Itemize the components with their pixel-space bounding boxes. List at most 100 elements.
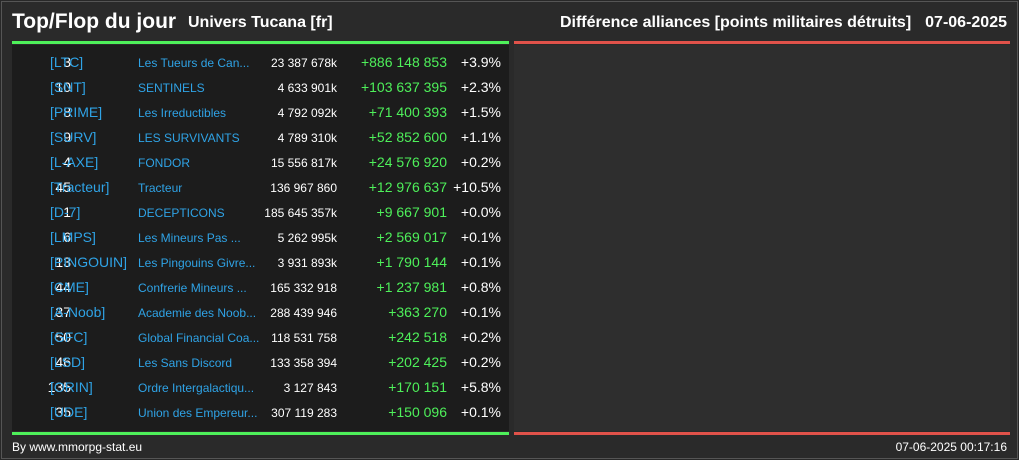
alliance-tag-link[interactable]: [SNT] [50,79,86,95]
table-row: 135 [ORIN] Ordre Intergalactiqu... 3 127 84… [12,374,509,399]
alliance-rank: 10 [55,79,71,95]
alliance-name-link[interactable]: LES SURVIVANTS [138,131,240,145]
alliance-name-link[interactable]: Union des Empereur... [138,406,258,420]
percent-change: +0.1% [460,304,501,320]
alliance-name-link[interactable]: Les Mineurs Pas ... [138,231,241,245]
percent-change: +0.8% [460,279,501,295]
alliance-name-link[interactable]: Ordre Intergalactiqu... [138,381,255,395]
alliance-name-link[interactable]: Les Sans Discord [138,356,233,370]
alliance-points: 5 262 995k [277,231,337,245]
alliance-name-link[interactable]: FONDOR [138,156,190,170]
alliance-tag-link[interactable]: [LTC] [50,54,84,70]
table-row: 45 [Tracteur] Tracteur 136 967 860 +12 976 6… [12,174,509,199]
points-diff: +886 148 853 [360,54,447,70]
table-row: 3 [LTC] Les Tueurs de Can... 23 387 678k +88… [12,49,509,74]
points-diff: +202 425 [388,354,447,370]
alliance-points: 15 556 817k [270,156,337,170]
percent-change: +1.1% [460,129,501,145]
points-diff: +24 576 920 [368,154,447,170]
table-row: 8 [PRIME] Les Irreductibles 4 792 092k +71 4… [12,99,509,124]
points-diff: +52 852 600 [368,129,447,145]
alliance-rank: 9 [63,129,71,145]
table-row: 10 [SNT] SENTINELS 4 633 901k +103 637 395 +2… [12,74,509,99]
percent-change: +0.2% [460,154,501,170]
points-diff: +363 270 [388,304,447,320]
points-diff: +1 237 981 [376,279,447,295]
alliance-rank: 8 [63,104,71,120]
points-diff: +150 096 [388,404,447,420]
alliance-points: 3 127 843 [283,381,337,395]
top-list: 3 [LTC] Les Tueurs de Can... 23 387 678k +88… [12,45,509,431]
alliance-rank: 46 [55,354,71,370]
points-diff: +103 637 395 [360,79,447,95]
points-diff: +242 518 [388,329,447,345]
table-row: 37 [A-Noob] Academie des Noob... 288 439 94… [12,299,509,324]
percent-change: +0.1% [460,404,501,420]
alliance-name-link[interactable]: Global Financial Coa... [138,331,260,345]
percent-change: +5.8% [460,379,501,395]
alliance-tag-link[interactable]: [D-7] [50,204,81,220]
alliance-tag-link[interactable]: [L-AXE] [50,154,99,170]
alliance-name-link[interactable]: Les Tueurs de Can... [138,56,250,70]
alliance-rank: 4 [63,154,71,170]
alliance-tag-link[interactable]: [CME] [50,279,89,295]
alliance-name-link[interactable]: SENTINELS [138,81,205,95]
alliance-name-link[interactable]: DECEPTICONS [138,206,225,220]
table-row: 50 [GFC] Global Financial Coa... 118 531 75… [12,324,509,349]
alliance-name-link[interactable]: Les Irreductibles [138,106,227,120]
alliance-points: 118 531 758 [271,331,337,345]
percent-change: +0.2% [460,329,501,345]
alliance-points: 307 119 283 [271,406,337,420]
alliance-tag-link[interactable]: [LSD] [50,354,86,370]
percent-change: +0.1% [460,229,501,245]
alliance-rank: 35 [55,404,71,420]
alliance-points: 288 439 946 [270,306,337,320]
alliance-tag-link[interactable]: [SURV] [50,129,97,145]
alliance-name-link[interactable]: Les Pingouins Givre... [138,256,256,270]
alliance-tag-link[interactable]: [GFC] [50,329,88,345]
alliance-points: 3 931 893k [277,256,337,270]
alliance-name-link[interactable]: Confrerie Mineurs ... [138,281,247,295]
alliance-tag-link[interactable]: [LMPS] [50,229,96,245]
alliance-rank: 45 [55,179,71,195]
table-row: 9 [SURV] LES SURVIVANTS 4 789 310k +52 852 6… [12,124,509,149]
table-row: 44 [CME] Confrerie Mineurs ... 165 332 918 +… [12,274,509,299]
table-row: 1 [D-7] DECEPTICONS 185 645 357k +9 667 901 +… [12,199,509,224]
page-title: Top/Flop du jour [12,10,177,33]
percent-change: +2.3% [460,79,501,95]
alliance-tag-link[interactable]: [UDE] [50,404,88,420]
flop-list [514,45,1010,431]
alliance-points: 4 633 901k [277,81,337,95]
alliance-tag-link[interactable]: [PRIME] [50,104,103,120]
alliance-points: 165 332 918 [270,281,337,295]
percent-change: +3.9% [460,54,501,70]
points-diff: +2 569 017 [376,229,447,245]
credit-link[interactable]: By www.mmorpg-stat.eu [12,440,143,454]
alliance-name-link[interactable]: Academie des Noob... [138,306,257,320]
points-diff: +1 790 144 [376,254,447,270]
percent-change: +0.1% [460,254,501,270]
alliance-points: 4 792 092k [277,106,337,120]
alliance-rank: 1 [63,204,71,220]
alliance-rank: 135 [47,379,71,395]
flop-bottom-line [514,432,1010,435]
percent-change: +0.0% [460,204,501,220]
points-diff: +170 151 [388,379,447,395]
header-right: Différence alliances [points militaires … [560,14,1007,32]
subtitle: Différence alliances [points militaires … [559,14,912,31]
flop-divider-line [514,41,1010,44]
points-diff: +9 667 901 [376,204,447,220]
alliance-tag-link[interactable]: [Tracteur] [50,179,110,195]
alliance-rank: 37 [55,304,71,320]
alliance-tag-link[interactable]: [A-Noob] [50,304,106,320]
alliance-tag-link[interactable]: [ORIN] [50,379,93,395]
alliance-rank: 6 [63,229,71,245]
alliance-rank: 13 [55,254,71,270]
points-diff: +71 400 393 [368,104,447,120]
alliance-tag-link[interactable]: [PINGOUIN] [50,254,128,270]
alliance-name-link[interactable]: Tracteur [138,181,183,195]
percent-change: +10.5% [453,179,501,195]
alliance-points: 133 358 394 [270,356,337,370]
percent-change: +0.2% [460,354,501,370]
